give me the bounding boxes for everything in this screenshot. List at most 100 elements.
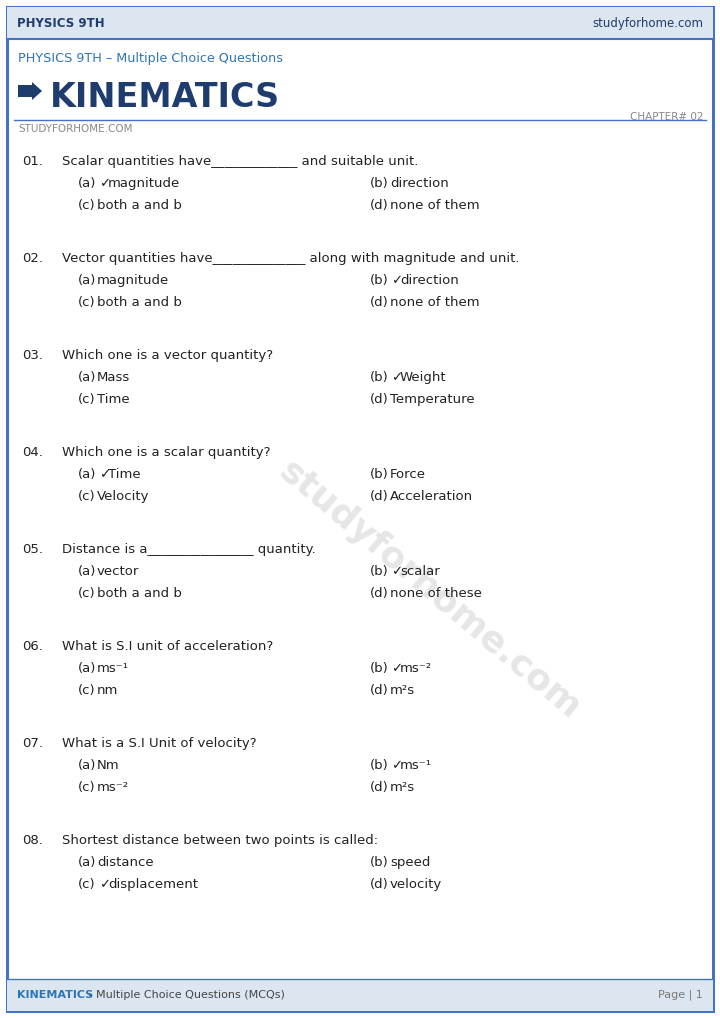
Text: studyforhome.com: studyforhome.com — [273, 454, 588, 726]
Text: (d): (d) — [370, 878, 389, 891]
Text: (a): (a) — [78, 177, 96, 190]
Text: ✓: ✓ — [99, 468, 110, 480]
Text: (a): (a) — [78, 662, 96, 675]
Text: direction: direction — [400, 274, 459, 287]
FancyBboxPatch shape — [7, 7, 713, 1011]
Text: What is S.I unit of acceleration?: What is S.I unit of acceleration? — [62, 640, 274, 653]
Text: ✓: ✓ — [391, 371, 402, 384]
Text: Which one is a scalar quantity?: Which one is a scalar quantity? — [62, 446, 271, 459]
Text: (b): (b) — [370, 759, 389, 772]
Text: none of them: none of them — [390, 199, 480, 212]
Text: speed: speed — [390, 856, 431, 869]
Text: What is a S.I Unit of velocity?: What is a S.I Unit of velocity? — [62, 737, 256, 750]
Text: Force: Force — [390, 468, 426, 480]
Text: Scalar quantities have_____________ and suitable unit.: Scalar quantities have_____________ and … — [62, 155, 418, 168]
Text: (c): (c) — [78, 684, 96, 697]
Text: (c): (c) — [78, 490, 96, 503]
Text: 04.: 04. — [22, 446, 43, 459]
Text: (d): (d) — [370, 296, 389, 309]
Text: (b): (b) — [370, 371, 389, 384]
Text: Nm: Nm — [97, 759, 120, 772]
Text: m²s: m²s — [390, 684, 415, 697]
Text: ms⁻²: ms⁻² — [400, 662, 432, 675]
Text: nm: nm — [97, 684, 118, 697]
Text: (b): (b) — [370, 177, 389, 190]
Text: both a and b: both a and b — [97, 587, 182, 600]
Text: (b): (b) — [370, 565, 389, 578]
Text: ms⁻²: ms⁻² — [97, 781, 129, 794]
Text: displacement: displacement — [108, 878, 198, 891]
Text: ✓: ✓ — [391, 274, 402, 287]
Text: none of them: none of them — [390, 296, 480, 309]
Text: 03.: 03. — [22, 349, 43, 362]
Text: (d): (d) — [370, 684, 389, 697]
Text: (d): (d) — [370, 781, 389, 794]
Text: (d): (d) — [370, 199, 389, 212]
Bar — [7, 7, 713, 39]
Text: (b): (b) — [370, 662, 389, 675]
Text: distance: distance — [97, 856, 153, 869]
Text: both a and b: both a and b — [97, 296, 182, 309]
Text: (a): (a) — [78, 274, 96, 287]
Text: Time: Time — [97, 393, 130, 406]
Text: Time: Time — [108, 468, 140, 480]
Text: ✓: ✓ — [99, 177, 110, 190]
Text: ms⁻¹: ms⁻¹ — [97, 662, 129, 675]
Text: KINEMATICS: KINEMATICS — [17, 989, 94, 1000]
Text: STUDYFORHOME.COM: STUDYFORHOME.COM — [18, 124, 132, 134]
Text: (d): (d) — [370, 490, 389, 503]
Text: (a): (a) — [78, 468, 96, 480]
Text: Temperature: Temperature — [390, 393, 474, 406]
Text: Weight: Weight — [400, 371, 446, 384]
Text: (c): (c) — [78, 296, 96, 309]
Text: (b): (b) — [370, 468, 389, 480]
Text: studyforhome.com: studyforhome.com — [592, 16, 703, 30]
Text: (a): (a) — [78, 856, 96, 869]
Text: (a): (a) — [78, 759, 96, 772]
Text: direction: direction — [390, 177, 449, 190]
Text: 07.: 07. — [22, 737, 43, 750]
Text: (b): (b) — [370, 274, 389, 287]
Text: Velocity: Velocity — [97, 490, 150, 503]
Text: ✓: ✓ — [391, 565, 402, 578]
Text: Which one is a vector quantity?: Which one is a vector quantity? — [62, 349, 273, 362]
Text: (d): (d) — [370, 393, 389, 406]
Text: (a): (a) — [78, 371, 96, 384]
Text: 08.: 08. — [22, 834, 43, 847]
Text: ✓: ✓ — [391, 759, 402, 772]
Text: both a and b: both a and b — [97, 199, 182, 212]
Text: ✓: ✓ — [99, 878, 110, 891]
Text: (c): (c) — [78, 393, 96, 406]
Text: none of these: none of these — [390, 587, 482, 600]
Text: Vector quantities have______________ along with magnitude and unit.: Vector quantities have______________ alo… — [62, 252, 520, 265]
Text: PHYSICS 9TH – Multiple Choice Questions: PHYSICS 9TH – Multiple Choice Questions — [18, 52, 283, 65]
Text: magnitude: magnitude — [97, 274, 169, 287]
Text: (c): (c) — [78, 587, 96, 600]
Text: ms⁻¹: ms⁻¹ — [400, 759, 432, 772]
Text: ✓: ✓ — [391, 662, 402, 675]
Text: Mass: Mass — [97, 371, 130, 384]
Bar — [7, 979, 713, 1011]
Text: 01.: 01. — [22, 155, 43, 168]
Text: vector: vector — [97, 565, 140, 578]
Text: (c): (c) — [78, 199, 96, 212]
Text: m²s: m²s — [390, 781, 415, 794]
Text: 05.: 05. — [22, 543, 43, 556]
Text: KINEMATICS: KINEMATICS — [50, 81, 280, 114]
Text: CHAPTER# 02: CHAPTER# 02 — [629, 112, 703, 122]
Text: (c): (c) — [78, 781, 96, 794]
Text: Distance is a________________ quantity.: Distance is a________________ quantity. — [62, 543, 316, 556]
Text: (b): (b) — [370, 856, 389, 869]
Polygon shape — [18, 82, 42, 100]
Text: 02.: 02. — [22, 252, 43, 265]
Text: (a): (a) — [78, 565, 96, 578]
Text: (d): (d) — [370, 587, 389, 600]
Text: Acceleration: Acceleration — [390, 490, 473, 503]
Text: magnitude: magnitude — [108, 177, 180, 190]
Text: 06.: 06. — [22, 640, 43, 653]
Text: Shortest distance between two points is called:: Shortest distance between two points is … — [62, 834, 378, 847]
Text: - Multiple Choice Questions (MCQs): - Multiple Choice Questions (MCQs) — [85, 989, 285, 1000]
Text: Page | 1: Page | 1 — [658, 989, 703, 1001]
Text: scalar: scalar — [400, 565, 440, 578]
Text: PHYSICS 9TH: PHYSICS 9TH — [17, 16, 104, 30]
